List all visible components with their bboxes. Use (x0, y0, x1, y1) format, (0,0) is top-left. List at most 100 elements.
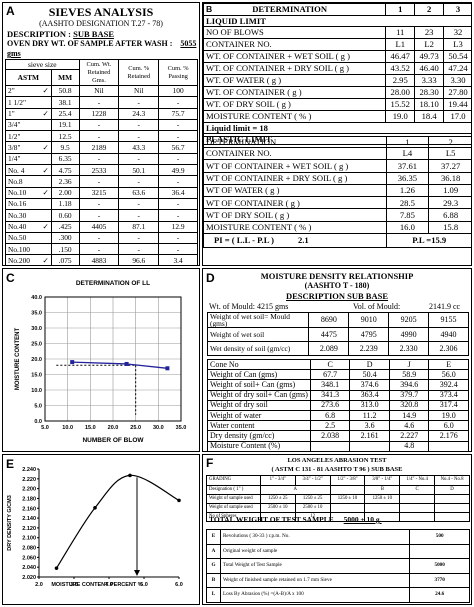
liquid-limit-rows: NO OF BLOWS 11 23 32 CONTAINER NO. L1 L2 L3 WT. … (203, 26, 471, 123)
abrasion-weight-row: Weight of sample used 2500 ± 10 2500 ± 10 (206, 503, 470, 513)
md-value-cell: 6.0 (428, 420, 469, 432)
cum-ret-cell: 87.1 (118, 220, 160, 233)
cum-wt-cell: 3215 (78, 186, 120, 199)
liquid-limit-title: LIQUID LIMIT (203, 15, 471, 27)
ll-value-cell: 3.30 (443, 74, 471, 87)
ll-value-cell: L1 (385, 38, 416, 51)
pl-value-cell: 16.0 (385, 220, 430, 235)
panel-label-b: B (206, 4, 213, 15)
header-mm: MM (50, 69, 80, 86)
md-value-cell: 2.330 (388, 341, 430, 356)
x-tick-label: 10.0 (62, 425, 73, 431)
plastic-limit-rows: CONTAINER NO. L4 L5 WT OF CONTAINER + WET S… (203, 146, 471, 235)
md-value-cell: 3.6 (349, 420, 390, 432)
md-value-cell: 363.4 (349, 389, 390, 401)
pl-row-label: WT OF CONTAINER ( g ) (203, 196, 387, 210)
md-value-cell: 14.9 (388, 409, 430, 422)
md-row: Weight of water 6.8 11.2 14.9 19.0 (207, 409, 469, 422)
plastic-limit-row: CONTAINER NO. L4 L5 (203, 146, 471, 161)
sieve-table: sieve size Cum. Wt. Retained Gms. Cum. %… (5, 59, 198, 265)
atterberg-limits-panel: B DETERMINATION 1 2 3 LIQUID LIMIT NO OF … (202, 2, 472, 266)
result-value (409, 543, 470, 559)
x-tick-label: 25.0 (130, 425, 141, 431)
md-row-label: Cone No (207, 358, 311, 371)
md-value-cell: 394.6 (388, 379, 430, 391)
check-mark-icon: ✓ (42, 109, 49, 119)
cum-pass-cell: - (158, 175, 198, 188)
mm-cell: 2.00 (50, 186, 80, 199)
md-value-cell (309, 440, 351, 451)
pl-value-cell: 7.85 (385, 208, 430, 222)
sieve-row: No.100.150- - - (5, 243, 198, 256)
astm-cell: 1 1/2" (5, 96, 52, 109)
grading-col-5: 1/4" - No.4 (399, 475, 436, 486)
cum-wt-cell: 4405 (78, 220, 120, 233)
md-value-cell: 9155 (428, 312, 469, 328)
sieve-row: 3/8" ✓ 9.5 2189 43.3 56.7 (5, 141, 198, 154)
result-label: Loss By Abrasion (%) =(A-B)/A x 100 (219, 587, 411, 603)
data-point (124, 361, 129, 366)
chart-title: DETERMINATION OF LL (76, 280, 150, 287)
cum-ret-cell: - (118, 231, 160, 245)
astm-value: 1 1/2" (8, 97, 27, 107)
astm-value: No.100 (8, 244, 30, 254)
y-tick-label: 15.0 (31, 373, 42, 379)
astm-cell: No.30 (5, 209, 52, 222)
astm-cell: 1/4" (5, 152, 52, 166)
compaction-chart: 2.020 2.040 2.060 2.080 2.100 2.120 2.140 2.160… (7, 467, 183, 588)
ll-row-label: WT. OF CONTAINER + DRY SOIL ( g ) (203, 62, 387, 75)
md-value-cell: 6.8 (309, 409, 351, 422)
weight-value-cell (364, 503, 401, 513)
md-value-cell: 58.9 (388, 369, 430, 381)
result-label: Total Weight of Test Sample (219, 558, 411, 574)
oven-label: OVEN DRY WT. OF SAMPLE AFTER WASH : (7, 39, 173, 48)
x-tick-label: 5.0 (140, 582, 148, 588)
cum-pass-cell: 100 (158, 84, 198, 98)
md-value-cell (428, 440, 469, 451)
compaction-chart-panel: E 2.020 2.040 2.060 2.080 2.100 2.120 2.140 2.1… (2, 454, 200, 605)
data-point (165, 366, 170, 371)
result-letter: G (206, 558, 221, 574)
y-axis-label: DRY DENSITY G/CM3 (7, 495, 13, 551)
abrasion-grading-table: GRADING 1" - 3/4" 3/4" - 1/2" 1/2" - 3/8… (206, 475, 470, 522)
md-value-cell: 4990 (388, 327, 430, 342)
plastic-limit-row: WT OF WATER ( g ) 1.26 1.09 (203, 183, 471, 198)
abrasion-title: LOS ANGELES ABRASION TEST (287, 457, 387, 464)
plastic-limit-row: WT OF CONTAINER + WET SOIL ( g ) 37.61 37.… (203, 159, 471, 173)
pl-row-label: WT OF DRY SOIL ( g ) (203, 208, 387, 222)
cum-ret-cell: 96.6 (118, 254, 160, 265)
sieve-row: No.50.300- - - (5, 231, 198, 245)
plastic-limit-row: WT OF CONTAINER ( g ) 28.5 29.3 (203, 196, 471, 210)
y-tick-label: 2.180 (22, 496, 36, 502)
mm-cell: 4.75 (50, 164, 80, 177)
cum-pass-cell: 3.4 (158, 254, 198, 265)
abrasion-weight-row: Weight of sample used 1250 ± 25 1250 ± 25 1… (206, 494, 470, 504)
abrasion-result-rows: E Revolutions ( 30-33 ) r.p.m. No. 500 A Ori… (206, 529, 470, 603)
weight-value-cell: 1250 ± 25 (259, 494, 296, 504)
md-value-cell: 9205 (388, 312, 430, 328)
md-value-cell: 4940 (428, 327, 469, 342)
ll-row-label: WT. OF CONTAINER ( g ) (203, 86, 387, 99)
liquid-limit-result: Liquid limit = 18 (203, 122, 471, 134)
md-value-cell: 313.0 (349, 399, 390, 411)
mould-volume-value: 2141.9 cc (429, 302, 461, 311)
mm-cell: 9.5 (50, 141, 80, 154)
astm-value: 3/4" (8, 120, 21, 130)
weight-value-cell: 12 (294, 512, 331, 522)
y-tick-label: 2.060 (22, 555, 36, 561)
x-tick-label: 20.0 (108, 425, 119, 431)
weight-value-cell (399, 503, 436, 513)
designation-b: B (364, 485, 401, 495)
cum-wt-cell: 4883 (78, 254, 120, 265)
x-tick-label: 15.0 (85, 425, 96, 431)
y-tick-label: 20.0 (31, 357, 42, 363)
md-row-label: Weight of dry soil (207, 399, 311, 411)
sieve-row: 1" ✓ 25.4 1228 24.3 75.7 (5, 107, 198, 120)
md-value-cell: 4475 (308, 327, 350, 342)
panel-label-d: D (206, 271, 215, 285)
ll-row-label: CONTAINER NO. (203, 38, 387, 51)
header-cum-ret: Cum. % Retained (118, 59, 160, 86)
sieve-row: 1/2" 12.5- - - (5, 130, 198, 143)
ll-value-cell: 15.52 (385, 98, 416, 111)
weight-value-cell (329, 503, 366, 513)
